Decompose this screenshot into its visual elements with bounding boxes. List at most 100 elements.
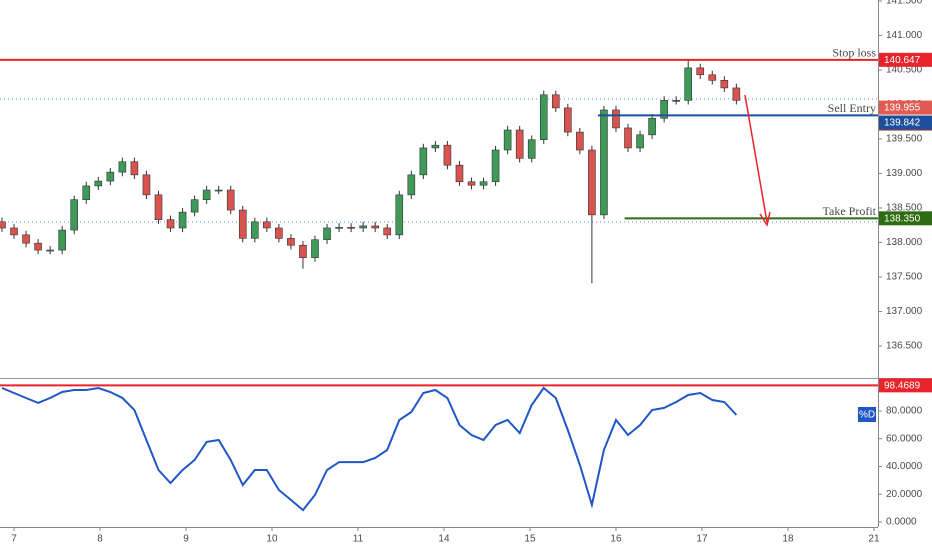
candle-body (10, 227, 18, 236)
candle-body (431, 144, 440, 149)
candle-body (106, 171, 115, 182)
y-tick-label: 138.000 (886, 237, 923, 248)
candle-body (624, 127, 632, 149)
x-tick-label: 14 (438, 534, 450, 545)
y-tick-label: 136.500 (886, 341, 923, 352)
candle-body (576, 131, 584, 151)
candle-body (648, 117, 656, 136)
candle-body (491, 149, 500, 183)
candle-body (371, 225, 379, 229)
level-box (879, 115, 932, 130)
candle-body (311, 239, 319, 258)
x-tick-label: 15 (524, 534, 536, 545)
level-name: Take Profit (823, 204, 877, 218)
level-label: 139.842 (884, 118, 921, 129)
candle-body (539, 94, 548, 140)
candle-body (708, 74, 717, 81)
candle-body (383, 227, 392, 236)
candle-body (455, 164, 464, 183)
y-tick-label: 80.0000 (886, 406, 923, 417)
y-tick-label: 40.0000 (886, 461, 923, 472)
x-tick-label: 18 (782, 534, 794, 545)
last-price-box (879, 100, 932, 115)
candle-body (551, 94, 560, 109)
candle-body (178, 211, 187, 229)
level-box (879, 211, 932, 226)
level-label: 138.350 (884, 213, 921, 224)
level-box (879, 52, 932, 67)
y-tick-label: 60.0000 (886, 433, 923, 444)
candle-body (612, 109, 620, 129)
y-tick-label: 137.500 (886, 272, 923, 283)
candle-body (263, 221, 271, 229)
candle-body (22, 234, 30, 244)
y-tick-label: 139.500 (886, 134, 923, 145)
candle-body (34, 242, 42, 251)
y-tick-label: 141.000 (886, 30, 923, 41)
y-tick-label: 20.0000 (886, 489, 923, 500)
candle-body (190, 199, 199, 213)
level-name: Sell Entry (828, 101, 876, 115)
candle-body (588, 149, 596, 216)
candle-body (82, 185, 91, 200)
x-tick-label: 7 (11, 534, 17, 545)
candle-body (323, 227, 331, 241)
arrow-shaft (744, 94, 768, 223)
level-label: 140.647 (884, 55, 921, 66)
candle-body (672, 100, 680, 102)
candle-body (527, 139, 536, 159)
candle-body (214, 189, 223, 192)
candle-body (287, 238, 295, 246)
candle-body (419, 147, 428, 176)
candle-body (395, 194, 404, 236)
x-tick-label: 9 (183, 534, 189, 545)
candle-body (347, 226, 355, 229)
candle-body (238, 209, 247, 239)
y-tick-label: 141.500 (886, 0, 923, 7)
candle-body (515, 129, 524, 159)
y-tick-label: 140.500 (886, 65, 923, 76)
candle-body (564, 107, 572, 133)
x-tick-label: 21 (868, 534, 880, 545)
candle-body (118, 161, 127, 173)
candle-body (154, 194, 163, 221)
legend-box (858, 407, 876, 422)
legend-label: %D (859, 410, 875, 421)
candle-body (335, 226, 343, 229)
x-tick-label: 8 (97, 534, 103, 545)
candle-body (202, 189, 211, 200)
y-tick-label: 137.000 (886, 306, 923, 317)
candle-body (275, 227, 283, 239)
candle-body (660, 100, 668, 119)
x-tick-label: 16 (610, 534, 622, 545)
candle-body (226, 189, 235, 211)
candle-body (251, 221, 259, 239)
candle-body (359, 225, 367, 229)
candle-body (684, 67, 693, 101)
y-tick-label: 0.0000 (886, 517, 917, 528)
candle-body (467, 181, 476, 186)
candle-body (94, 180, 103, 187)
last-price-label: 139.955 (884, 103, 921, 114)
level-box (879, 378, 932, 393)
candle-body (732, 87, 741, 101)
x-tick-label: 10 (266, 534, 278, 545)
candle-body (696, 67, 705, 76)
candle-body (720, 80, 729, 89)
trade-arrow (744, 94, 771, 227)
level-name: Stop loss (832, 46, 876, 60)
candle-body (46, 249, 54, 252)
candle-body (479, 181, 488, 186)
candle-body (443, 144, 452, 166)
candle-body (58, 229, 66, 251)
candle-body (636, 134, 644, 149)
stoch-line (1, 386, 738, 512)
level-label: 98.4689 (884, 381, 921, 392)
candle-body (0, 221, 6, 229)
candle-body (166, 219, 175, 229)
candle-body (130, 161, 139, 176)
x-tick-label: 11 (353, 534, 364, 545)
candle-body (503, 129, 512, 151)
